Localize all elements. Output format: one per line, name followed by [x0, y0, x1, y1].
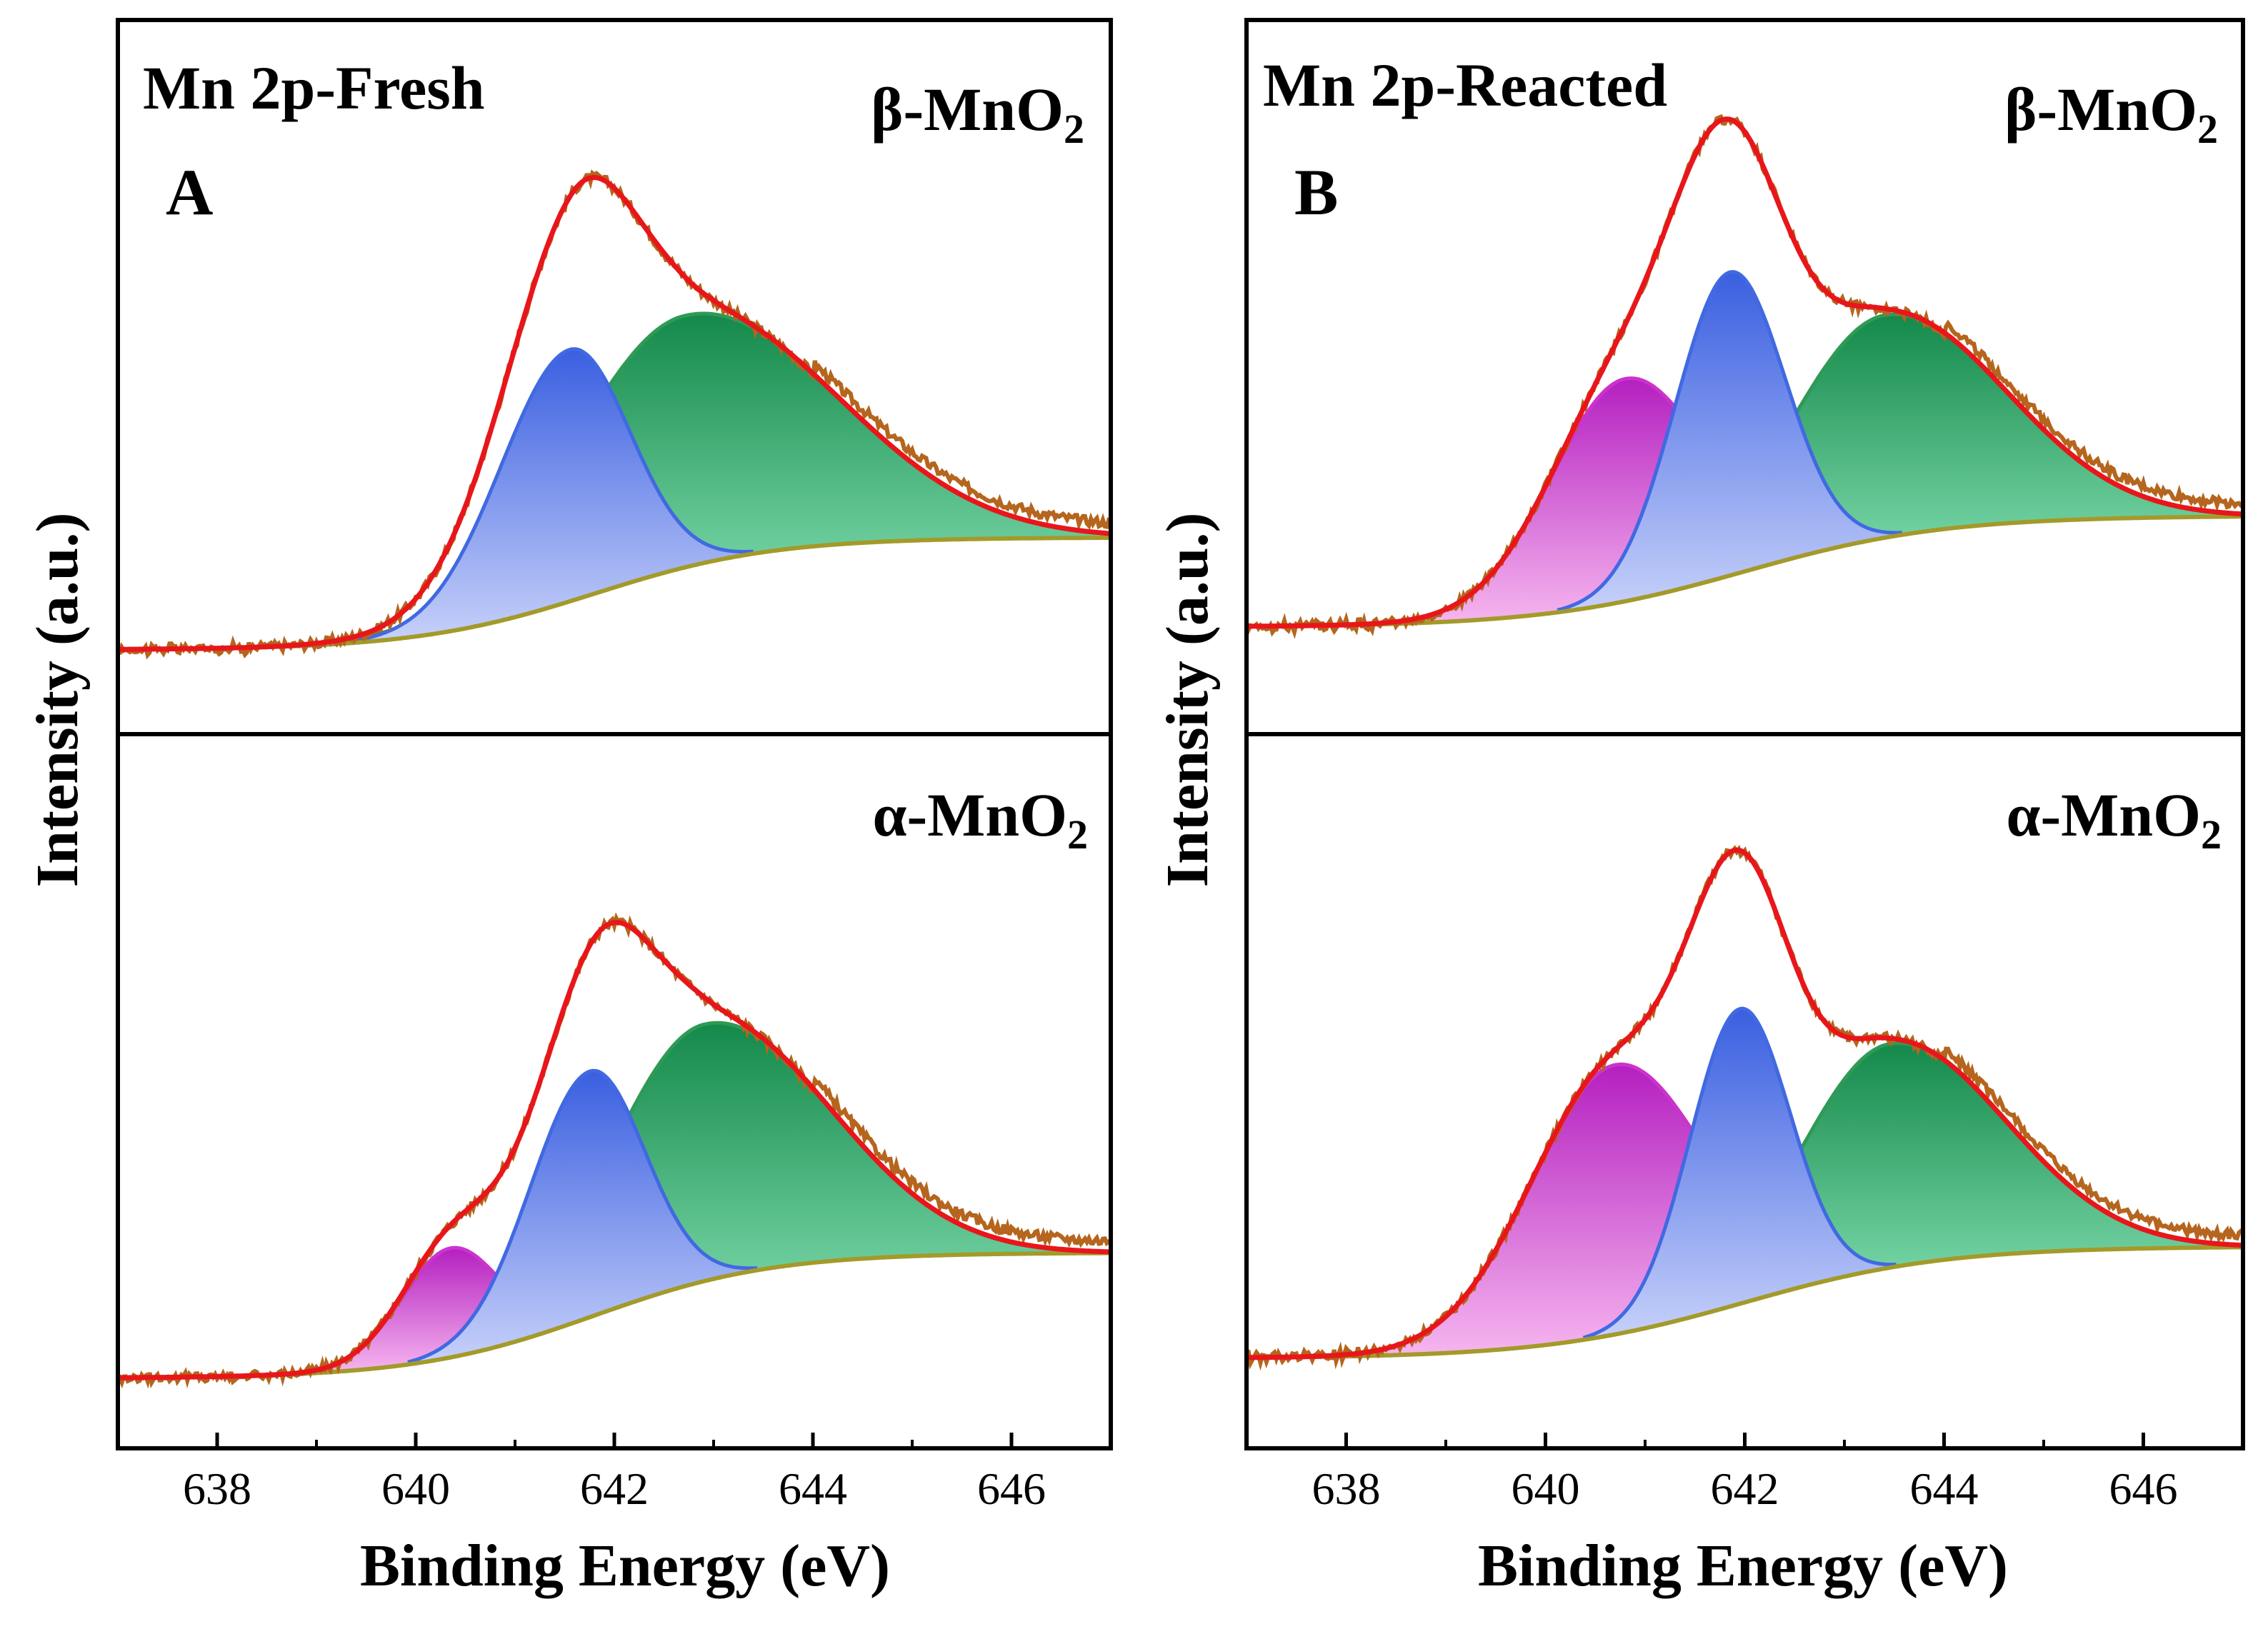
component-line-mn4plus: [1557, 270, 1902, 612]
x-tick-label: 642: [580, 1463, 649, 1514]
envelope-fit-line: [1247, 847, 2244, 1360]
panel-b-top-plot: [1244, 114, 2244, 639]
panel-a-x-axis-title: Binding Energy (eV): [360, 1533, 890, 1599]
x-tick-label: 644: [779, 1463, 847, 1514]
panel-a-bottom-sample-label: α-MnO2: [872, 781, 1088, 858]
component-fill-mn4plus: [1583, 1008, 1897, 1340]
panel-a-y-axis-title: Intensity (a.u.): [24, 512, 91, 887]
envelope-fit-line: [1246, 116, 2244, 629]
sample-formula: α-MnO: [2006, 781, 2201, 849]
component-fill-mn2plus: [312, 1248, 589, 1373]
panel-a-top-plot: [116, 169, 1111, 660]
panel-b: 638 640 642 644 646 Mn 2p-Reacted B β-MnO2 α…: [1154, 18, 2245, 1599]
sample-formula: α-MnO: [872, 781, 1067, 849]
panel-b-x-ticks: 638 640 642 644 646: [1312, 1433, 2178, 1514]
sample-subscript: 2: [1064, 106, 1084, 152]
panel-a-x-ticks: 638 640 642 644 646: [183, 1433, 1046, 1514]
panel-b-x-axis-title: Binding Energy (eV): [1478, 1533, 2008, 1599]
component-fill-mn4plus: [356, 349, 754, 643]
x-tick-label: 644: [1910, 1463, 1979, 1514]
panel-a: 638 640 642 644 646 Mn 2p-Fresh A β-MnO2 α-M…: [24, 18, 1113, 1599]
component-fill-mn4plus: [1557, 271, 1902, 613]
sample-subscript: 2: [2197, 106, 2218, 152]
x-tick-label: 646: [977, 1463, 1046, 1514]
x-tick-label: 646: [2109, 1463, 2178, 1514]
panel-a-top-sample-label: β-MnO2: [871, 75, 1084, 152]
x-tick-label: 638: [1312, 1463, 1381, 1514]
panel-b-y-axis-title: Intensity (a.u.): [1154, 512, 1221, 887]
panel-b-bottom-sample-label: α-MnO2: [2006, 781, 2222, 858]
x-tick-label: 638: [183, 1463, 251, 1514]
x-tick-label: 642: [1711, 1463, 1779, 1514]
sample-subscript: 2: [1067, 811, 1088, 858]
x-tick-label: 640: [381, 1463, 450, 1514]
component-fill-mn4plus: [407, 1071, 758, 1365]
envelope-fit-line: [117, 919, 1111, 1380]
x-tick-label: 640: [1512, 1463, 1580, 1514]
panel-b-top-sample-label: β-MnO2: [2004, 75, 2218, 152]
component-line-mn4plus: [1582, 1006, 1897, 1340]
sample-subscript: 2: [2201, 811, 2222, 858]
baseline-line: [1246, 1245, 2243, 1360]
panel-a-letter: A: [166, 156, 213, 229]
sample-formula: β-MnO: [871, 75, 1064, 144]
panel-a-bottom-plot: [116, 912, 1113, 1389]
sample-formula: β-MnO: [2004, 75, 2197, 144]
panel-a-title: Mn 2p-Fresh: [143, 54, 485, 122]
component-line-mn4plus: [356, 347, 754, 643]
panel-b-bottom-plot: [1245, 844, 2244, 1371]
panel-b-title: Mn 2p-Reacted: [1263, 51, 1667, 119]
panel-b-letter: B: [1294, 156, 1338, 229]
component-line-mn4plus: [407, 1068, 758, 1364]
envelope-fit-line: [118, 174, 1111, 652]
